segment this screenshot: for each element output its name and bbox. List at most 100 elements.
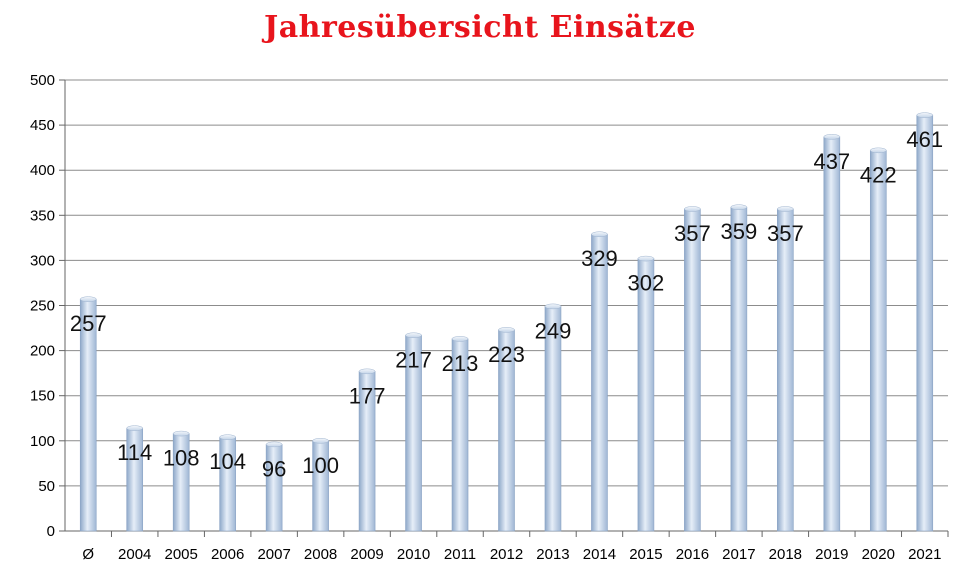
bar-body: [823, 136, 841, 532]
bar-2013: [544, 303, 562, 532]
y-tick-label: 500: [30, 72, 55, 89]
bar-2011: [451, 336, 469, 532]
bar-2018: [777, 206, 794, 532]
x-tick-label: 2012: [490, 546, 523, 563]
bar-cap: [451, 336, 469, 342]
bar-cap: [312, 438, 329, 444]
y-tick-label: 400: [30, 162, 55, 179]
x-tick-label: 2013: [536, 546, 569, 563]
bar-2007: [265, 441, 283, 532]
data-label: 104: [209, 449, 246, 474]
x-tick-label: 2004: [118, 546, 151, 563]
x-tick-label: 2019: [815, 546, 848, 563]
y-tick-label: 350: [30, 207, 55, 224]
bar-2008: [312, 438, 329, 532]
x-tick-label: 2017: [722, 546, 755, 563]
data-label: 213: [442, 351, 479, 376]
y-tick-labels: 0 50 100 150 200 250 300 350 400 450 500: [30, 72, 55, 540]
bar-2014: [591, 231, 608, 532]
bar-Ø: [79, 296, 97, 532]
x-tick-labels: Ø 2004 2005 2006 2007 2008 2009 2010 2011 2012 201…: [82, 546, 941, 563]
y-tick-label: 200: [30, 343, 55, 360]
x-tick-label: 2015: [629, 546, 662, 563]
chart-title: Jahresübersicht Einsätze: [264, 10, 696, 45]
data-label: 422: [860, 162, 897, 187]
bar-cap: [498, 327, 515, 333]
bar-cap: [265, 441, 283, 448]
bar-cap: [730, 204, 748, 210]
bar-cap: [172, 430, 190, 437]
x-tick-label: 2011: [444, 546, 476, 563]
data-label: 249: [535, 318, 572, 343]
x-tick-label: 2008: [304, 546, 337, 563]
x-tick-label: 2007: [257, 546, 290, 563]
data-label: 114: [117, 440, 152, 465]
bars: [79, 112, 934, 532]
bar-2019: [823, 134, 841, 532]
bar-body: [684, 208, 701, 532]
data-labels: 257 114 108 104 96 100 177 217 213 223 249 329 302 35…: [70, 127, 943, 481]
data-label: 302: [628, 271, 665, 296]
x-tick-label: 2021: [908, 546, 941, 563]
bar-cap: [219, 434, 236, 440]
bar-cap: [591, 231, 608, 237]
bar-cap: [777, 206, 794, 212]
y-tick-label: 450: [30, 117, 55, 134]
x-tick-label: 2016: [676, 546, 709, 563]
bar-2005: [172, 430, 190, 532]
bar-cap: [916, 112, 934, 118]
data-label: 217: [395, 347, 432, 372]
bar-cap: [823, 134, 841, 140]
bar-cap: [684, 206, 701, 212]
bar-2004: [126, 425, 144, 532]
y-tick-label: 100: [30, 433, 55, 450]
bar-body: [916, 114, 934, 532]
data-label: 108: [163, 446, 200, 471]
y-tick-label: 50: [38, 478, 55, 495]
x-tick-label: 2006: [211, 546, 244, 563]
x-tick-label: 2020: [862, 546, 895, 563]
bar-2010: [405, 332, 422, 532]
x-tick-label: 2018: [769, 546, 802, 563]
bar-cap: [637, 255, 655, 262]
bar-2006: [219, 434, 236, 532]
bar-body: [869, 150, 887, 532]
bar-body: [591, 233, 608, 532]
data-label: 437: [813, 149, 850, 174]
data-label: 357: [674, 221, 711, 246]
bar-cap: [405, 332, 422, 339]
data-label: 257: [70, 311, 107, 336]
x-tick-label: 2014: [583, 546, 616, 563]
bar-cap: [126, 425, 143, 431]
bar-body: [730, 206, 748, 532]
bar-2012: [498, 327, 515, 532]
data-label: 359: [721, 219, 758, 244]
x-tick-label: Ø: [82, 546, 94, 563]
data-label: 100: [302, 453, 339, 478]
bar-cap: [358, 368, 376, 375]
x-tick-label: 2010: [397, 546, 430, 563]
data-label: 223: [488, 342, 525, 367]
bar-2016: [684, 206, 701, 532]
bar-cap: [544, 303, 562, 310]
data-label: 357: [767, 221, 804, 246]
bar-cap: [79, 296, 97, 302]
bar-cap: [870, 147, 887, 154]
bar-2009: [358, 368, 376, 532]
bar-body: [777, 208, 794, 532]
x-tick-label: 2009: [350, 546, 383, 563]
y-tick-label: 150: [30, 388, 55, 405]
bar-2015: [637, 255, 655, 532]
y-tick-label: 250: [30, 298, 55, 315]
data-label: 96: [262, 456, 286, 481]
data-label: 177: [349, 383, 386, 408]
bar-2021: [916, 112, 934, 532]
bar-2017: [730, 204, 748, 532]
data-label: 329: [581, 246, 618, 271]
x-tick-label: 2005: [164, 546, 197, 563]
bar-body: [637, 258, 655, 532]
data-label: 461: [906, 127, 943, 152]
y-tick-label: 300: [30, 252, 55, 269]
bar-2020: [869, 147, 887, 532]
